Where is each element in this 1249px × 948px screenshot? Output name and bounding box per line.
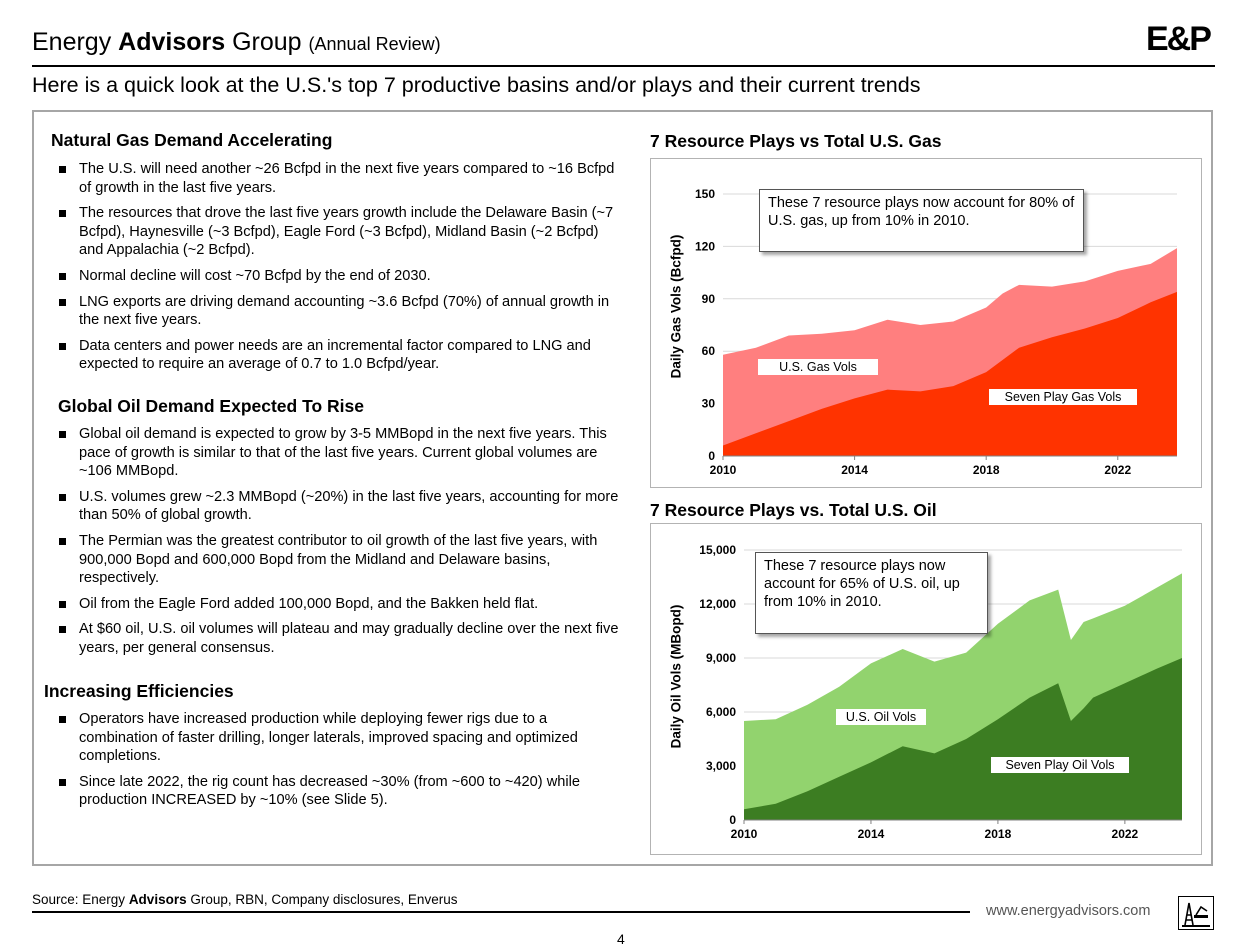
gas-annotation: These 7 resource plays now account for 8… bbox=[759, 189, 1084, 252]
section-heading-gas: Natural Gas Demand Accelerating bbox=[51, 130, 333, 150]
legend-seven-play-gas: Seven Play Gas Vols bbox=[989, 389, 1137, 405]
list-item: LNG exports are driving demand accountin… bbox=[59, 293, 619, 330]
oil-rig-logo-icon bbox=[1178, 896, 1214, 930]
gas-y-tick-label: 90 bbox=[702, 292, 716, 306]
legend-us-oil: U.S. Oil Vols bbox=[836, 709, 926, 725]
gas-y-axis-label: Daily Gas Vols (Bcfpd) bbox=[668, 234, 684, 379]
company-name-start: Energy bbox=[32, 28, 119, 56]
ep-logo: E&P bbox=[1146, 20, 1212, 58]
oil-y-tick-label: 12,000 bbox=[699, 597, 736, 611]
oil-x-tick-label: 2018 bbox=[985, 827, 1012, 841]
title-subtitle: (Annual Review) bbox=[308, 34, 441, 54]
section-heading-oil: Global Oil Demand Expected To Rise bbox=[58, 396, 364, 416]
footer-rule bbox=[32, 911, 970, 913]
header-rule bbox=[32, 65, 1215, 67]
gas-y-tick-label: 0 bbox=[708, 449, 715, 463]
gas-series-seven-play-area bbox=[723, 291, 1177, 456]
oil-x-tick-label: 2022 bbox=[1112, 827, 1139, 841]
oil-x-tick-label: 2014 bbox=[858, 827, 885, 841]
oil-y-tick-label: 9,000 bbox=[706, 651, 736, 665]
list-item: Since late 2022, the rig count has decre… bbox=[59, 773, 619, 810]
gas-x-tick-label: 2018 bbox=[973, 463, 1000, 477]
bullet-list-gas: The U.S. will need another ~26 Bcfpd in … bbox=[59, 160, 619, 381]
bullet-list-oil: Global oil demand is expected to grow by… bbox=[59, 425, 619, 665]
oil-y-tick-label: 0 bbox=[729, 813, 736, 827]
legend-us-gas: U.S. Gas Vols bbox=[758, 359, 878, 375]
bullet-list-efficiencies: Operators have increased production whil… bbox=[59, 710, 619, 817]
headline: Here is a quick look at the U.S.'s top 7… bbox=[32, 73, 921, 97]
oil-x-tick-label: 2010 bbox=[731, 827, 758, 841]
page-number: 4 bbox=[617, 931, 625, 947]
list-item: Data centers and power needs are an incr… bbox=[59, 337, 619, 374]
oil-chart: 0 3,000 6,000 9,000 12,000 15,000 2010 2014 2018… bbox=[650, 523, 1202, 855]
oil-y-tick-label: 15,000 bbox=[699, 543, 736, 557]
list-item: At $60 oil, U.S. oil volumes will platea… bbox=[59, 620, 619, 657]
oil-y-axis-label: Daily Oil Vols (MBopd) bbox=[668, 604, 684, 749]
gas-y-tick-label: 60 bbox=[702, 344, 716, 358]
gas-chart: 0 30 60 90 120 150 2010 2014 2018 2022 Daily Gas … bbox=[650, 158, 1202, 488]
gas-y-tick-label: 30 bbox=[702, 397, 716, 411]
gas-y-tick-label: 120 bbox=[695, 239, 715, 253]
gas-chart-title: 7 Resource Plays vs Total U.S. Gas bbox=[650, 131, 942, 151]
company-name-end: Group bbox=[225, 28, 309, 56]
oil-y-tick-label: 6,000 bbox=[706, 705, 736, 719]
gas-y-tick-label: 150 bbox=[695, 187, 715, 201]
oil-series-seven-play-area bbox=[744, 658, 1182, 820]
oil-chart-title: 7 Resource Plays vs. Total U.S. Oil bbox=[650, 500, 937, 520]
page-title: Energy Advisors Group (Annual Review) bbox=[32, 28, 441, 57]
gas-x-tick-label: 2014 bbox=[841, 463, 868, 477]
list-item: The Permian was the greatest contributor… bbox=[59, 532, 619, 588]
list-item: The resources that drove the last five y… bbox=[59, 204, 619, 260]
oil-y-tick-label: 3,000 bbox=[706, 759, 736, 773]
source-note: Source: Energy Advisors Group, RBN, Comp… bbox=[32, 892, 458, 907]
gas-x-tick-label: 2022 bbox=[1104, 463, 1131, 477]
website-link[interactable]: www.energyadvisors.com bbox=[986, 903, 1151, 919]
list-item: Operators have increased production whil… bbox=[59, 710, 619, 766]
list-item: Normal decline will cost ~70 Bcfpd by th… bbox=[59, 267, 619, 286]
list-item: The U.S. will need another ~26 Bcfpd in … bbox=[59, 160, 619, 197]
list-item: Oil from the Eagle Ford added 100,000 Bo… bbox=[59, 595, 619, 614]
content-panel bbox=[32, 110, 1213, 866]
company-name-bold: Advisors bbox=[118, 28, 226, 56]
list-item: Global oil demand is expected to grow by… bbox=[59, 425, 619, 481]
oil-annotation: These 7 resource plays now account for 6… bbox=[755, 552, 988, 634]
list-item: U.S. volumes grew ~2.3 MMBopd (~20%) in … bbox=[59, 488, 619, 525]
legend-seven-play-oil: Seven Play Oil Vols bbox=[991, 757, 1129, 773]
section-heading-efficiencies: Increasing Efficiencies bbox=[44, 681, 234, 701]
gas-x-tick-label: 2010 bbox=[710, 463, 737, 477]
